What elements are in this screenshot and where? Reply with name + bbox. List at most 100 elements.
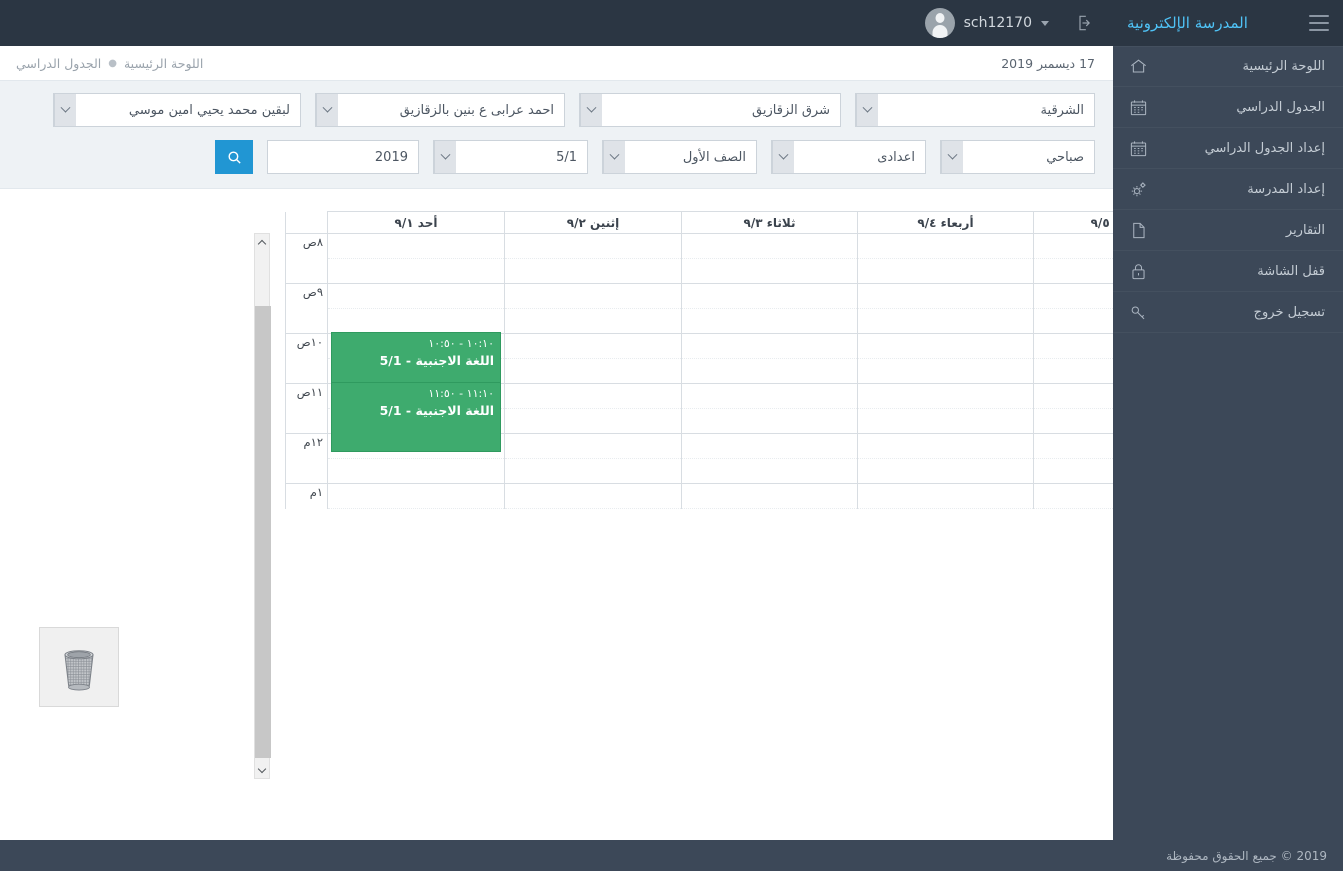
chevron-down-icon[interactable] bbox=[1041, 20, 1049, 26]
slot-cell[interactable] bbox=[857, 258, 1034, 284]
slot-cell[interactable] bbox=[327, 233, 505, 259]
schedule-row: ١م bbox=[285, 483, 1113, 509]
slot-cell[interactable] bbox=[504, 308, 682, 334]
sidebar-item-label: إعداد الجدول الدراسي bbox=[1204, 140, 1325, 156]
chevron-down-icon[interactable] bbox=[316, 94, 338, 126]
slot-cell[interactable] bbox=[504, 458, 682, 484]
avatar[interactable] bbox=[924, 8, 955, 38]
slot-cell[interactable] bbox=[504, 233, 682, 259]
slot-cell[interactable] bbox=[681, 258, 858, 284]
slot-cell[interactable] bbox=[504, 333, 682, 359]
slot-cell[interactable] bbox=[857, 233, 1034, 259]
slot-cell[interactable] bbox=[504, 258, 682, 284]
slot-cell[interactable] bbox=[327, 483, 505, 509]
slot-cell[interactable] bbox=[857, 283, 1034, 309]
chevron-down-icon[interactable] bbox=[603, 141, 625, 173]
slot-cell[interactable] bbox=[681, 308, 858, 334]
slot-cell[interactable] bbox=[681, 358, 858, 384]
class-select[interactable]: 5/1 bbox=[433, 140, 588, 174]
scroll-down-arrow[interactable] bbox=[255, 762, 269, 778]
search-button[interactable] bbox=[215, 140, 253, 174]
slot-cell[interactable] bbox=[857, 483, 1034, 509]
sidebar-item-schedule-setup[interactable]: إعداد الجدول الدراسي bbox=[1113, 128, 1343, 169]
logout-icon[interactable] bbox=[1071, 9, 1099, 37]
schedule-row bbox=[286, 358, 1113, 384]
breadcrumb-item-home[interactable]: اللوحة الرئيسية bbox=[123, 55, 204, 71]
slot-cell[interactable] bbox=[681, 483, 858, 509]
slot-cell[interactable] bbox=[857, 383, 1034, 409]
shift-select[interactable]: صباحي bbox=[940, 140, 1095, 174]
slot-cell[interactable] bbox=[857, 433, 1034, 459]
slot-cell[interactable] bbox=[1033, 358, 1113, 384]
slot-cell[interactable] bbox=[327, 283, 505, 309]
slot-cell[interactable] bbox=[504, 483, 682, 509]
teacher-select[interactable]: لبقين محمد يحيي امين موسي bbox=[53, 93, 301, 127]
sidebar-item-schedule[interactable]: الجدول الدراسي bbox=[1113, 87, 1343, 128]
slot-cell[interactable] bbox=[857, 333, 1034, 359]
slot-cell[interactable] bbox=[504, 433, 682, 459]
school-select[interactable]: احمد عرابى ع بنين بالزقازيق bbox=[315, 93, 565, 127]
sidebar-item-logout[interactable]: تسجيل خروج bbox=[1113, 292, 1343, 333]
slot-cell[interactable] bbox=[327, 358, 505, 384]
chevron-down-icon[interactable] bbox=[941, 141, 963, 173]
slot-cell[interactable] bbox=[1033, 308, 1113, 334]
year-input[interactable] bbox=[267, 140, 419, 174]
chevron-down-icon[interactable] bbox=[772, 141, 794, 173]
slot-cell[interactable] bbox=[681, 283, 858, 309]
slot-cell[interactable] bbox=[857, 458, 1034, 484]
sidebar-item-dashboard[interactable]: اللوحة الرئيسية bbox=[1113, 46, 1343, 87]
sidebar-item-lock-screen[interactable]: قفل الشاشة bbox=[1113, 251, 1343, 292]
slot-cell[interactable] bbox=[327, 408, 505, 434]
slot-cell[interactable] bbox=[1033, 433, 1113, 459]
slot-cell[interactable] bbox=[327, 433, 505, 459]
slot-cell[interactable] bbox=[504, 408, 682, 434]
trash-drop-zone[interactable] bbox=[39, 627, 119, 707]
slot-cell[interactable] bbox=[857, 358, 1034, 384]
sidebar-item-school-setup[interactable]: إعداد المدرسة bbox=[1113, 169, 1343, 210]
slot-cell[interactable]: ١١:١٠ - ١١:٥٠ اللغة الاجنبية - 5/1 bbox=[327, 382, 505, 452]
schedule-scrollbar[interactable] bbox=[254, 233, 271, 779]
slot-cell[interactable] bbox=[1033, 408, 1113, 434]
slot-cell[interactable] bbox=[1033, 333, 1113, 359]
slot-cell[interactable] bbox=[1033, 283, 1113, 309]
stage-select[interactable]: اعدادى bbox=[771, 140, 926, 174]
slot-cell[interactable] bbox=[681, 433, 858, 459]
slot-cell[interactable] bbox=[504, 283, 682, 309]
chevron-down-icon[interactable] bbox=[434, 141, 456, 173]
governorate-select[interactable]: الشرقية bbox=[855, 93, 1095, 127]
slot-cell[interactable] bbox=[681, 383, 858, 409]
slot-cell[interactable] bbox=[504, 358, 682, 384]
slot-cell[interactable] bbox=[857, 408, 1034, 434]
schedule-body: ٨ص bbox=[285, 233, 1113, 509]
chevron-down-icon[interactable] bbox=[580, 94, 602, 126]
grade-select[interactable]: الصف الأول bbox=[602, 140, 757, 174]
slot-cell[interactable] bbox=[327, 308, 505, 334]
slot-cell[interactable] bbox=[1033, 483, 1113, 509]
slot-cell[interactable] bbox=[327, 258, 505, 284]
slot-cell[interactable]: ١٠:١٠ - ١٠:٥٠ اللغة الاجنبية - 5/1 bbox=[327, 332, 505, 402]
slot-cell[interactable] bbox=[681, 233, 858, 259]
chevron-down-icon[interactable] bbox=[856, 94, 878, 126]
search-icon bbox=[227, 150, 241, 164]
slot-cell[interactable] bbox=[1033, 258, 1113, 284]
sidebar-menu: اللوحة الرئيسية الجدول الدراسي إعداد الج… bbox=[1113, 46, 1343, 333]
slot-cell[interactable] bbox=[681, 408, 858, 434]
sidebar-item-reports[interactable]: التقارير bbox=[1113, 210, 1343, 251]
scrollbar-thumb[interactable] bbox=[255, 306, 271, 758]
event-time: ١٠:١٠ - ١٠:٥٠ bbox=[428, 337, 494, 350]
slot-cell[interactable] bbox=[1033, 233, 1113, 259]
chevron-down-icon[interactable] bbox=[54, 94, 76, 126]
slot-cell[interactable] bbox=[327, 458, 505, 484]
scroll-up-arrow[interactable] bbox=[255, 234, 269, 250]
administration-select[interactable]: شرق الزقازيق bbox=[579, 93, 841, 127]
hamburger-icon[interactable] bbox=[1309, 15, 1329, 31]
user-menu[interactable]: sch12170 bbox=[924, 8, 1071, 38]
slot-cell[interactable] bbox=[504, 383, 682, 409]
slot-cell[interactable] bbox=[681, 458, 858, 484]
slot-cell[interactable] bbox=[681, 333, 858, 359]
slot-cell[interactable] bbox=[1033, 458, 1113, 484]
breadcrumb-item-current[interactable]: الجدول الدراسي bbox=[16, 55, 102, 71]
slot-cell[interactable] bbox=[857, 308, 1034, 334]
schedule-table-wrap: خميس ٩/٥ أربعاء ٩/٤ ثلاثاء ٩/٣ إثنين ٩/٢… bbox=[254, 211, 1113, 779]
slot-cell[interactable] bbox=[1033, 383, 1113, 409]
